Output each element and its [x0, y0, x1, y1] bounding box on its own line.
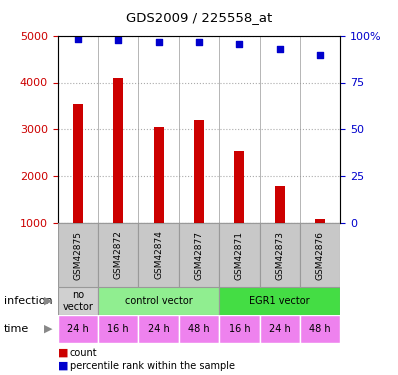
Text: EGR1 vector: EGR1 vector — [250, 296, 310, 306]
Text: no
vector: no vector — [62, 290, 94, 312]
Bar — [275, 186, 285, 223]
Text: GSM42871: GSM42871 — [235, 231, 244, 279]
Bar — [219, 315, 259, 343]
Text: ■: ■ — [58, 361, 68, 370]
Bar — [179, 315, 219, 343]
Text: time: time — [4, 324, 29, 334]
Bar — [58, 223, 98, 287]
Bar — [98, 315, 139, 343]
Text: GSM42877: GSM42877 — [195, 231, 203, 279]
Text: ▶: ▶ — [43, 324, 52, 334]
Text: GSM42874: GSM42874 — [154, 231, 163, 279]
Bar — [58, 315, 98, 343]
Text: 24 h: 24 h — [148, 324, 170, 334]
Text: control vector: control vector — [125, 296, 193, 306]
Point — [156, 39, 162, 45]
Text: 24 h: 24 h — [67, 324, 89, 334]
Bar — [98, 223, 139, 287]
Bar — [259, 223, 300, 287]
Bar — [234, 152, 244, 223]
Bar — [300, 223, 340, 287]
Text: percentile rank within the sample: percentile rank within the sample — [70, 361, 235, 370]
Bar — [219, 223, 259, 287]
Bar — [219, 287, 340, 315]
Bar — [113, 78, 123, 223]
Point — [196, 39, 202, 45]
Point — [277, 46, 283, 52]
Point — [115, 38, 121, 44]
Text: GSM42872: GSM42872 — [114, 231, 123, 279]
Text: 24 h: 24 h — [269, 324, 291, 334]
Bar — [139, 315, 179, 343]
Text: infection: infection — [4, 296, 53, 306]
Text: 16 h: 16 h — [107, 324, 129, 334]
Point — [317, 53, 323, 58]
Bar — [259, 315, 300, 343]
Bar — [139, 223, 179, 287]
Text: ▶: ▶ — [43, 296, 52, 306]
Text: count: count — [70, 348, 97, 358]
Text: 48 h: 48 h — [188, 324, 210, 334]
Text: 48 h: 48 h — [309, 324, 331, 334]
Text: GSM42875: GSM42875 — [73, 231, 82, 279]
Point — [236, 41, 242, 47]
Bar — [315, 219, 325, 223]
Text: 16 h: 16 h — [228, 324, 250, 334]
Bar — [194, 120, 204, 223]
Bar — [58, 287, 98, 315]
Point — [75, 36, 81, 42]
Text: GSM42876: GSM42876 — [316, 231, 325, 279]
Bar — [300, 315, 340, 343]
Bar — [73, 104, 83, 223]
Text: GSM42873: GSM42873 — [275, 231, 284, 279]
Bar — [98, 287, 219, 315]
Text: GDS2009 / 225558_at: GDS2009 / 225558_at — [126, 11, 272, 24]
Bar — [154, 127, 164, 223]
Bar — [179, 223, 219, 287]
Text: ■: ■ — [58, 348, 68, 358]
